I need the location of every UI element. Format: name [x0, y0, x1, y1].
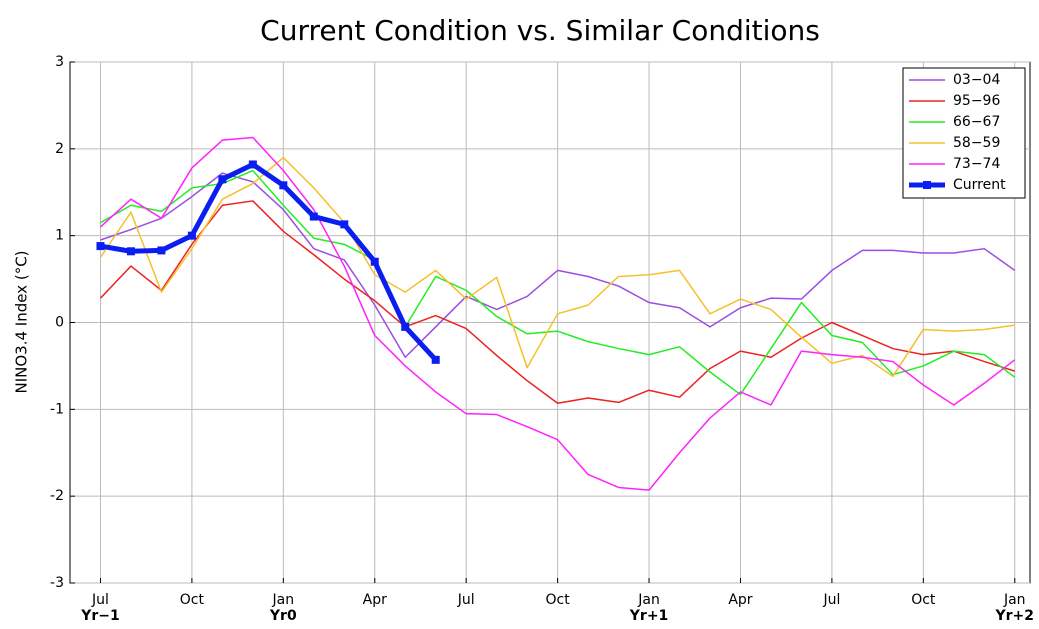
- chart-title: Current Condition vs. Similar Conditions: [260, 14, 820, 47]
- series-marker: [340, 220, 349, 229]
- x-tick-label: Jul: [457, 592, 475, 608]
- series-marker: [96, 242, 105, 251]
- series-marker: [187, 231, 196, 240]
- y-tick-label: 3: [55, 54, 64, 70]
- x-tick-label: Jan: [637, 592, 660, 608]
- legend-label: 03−04: [953, 72, 1000, 88]
- series-line: [99, 156, 1015, 378]
- y-tick-label: -3: [50, 575, 64, 591]
- series-marker: [279, 181, 288, 190]
- series-marker: [431, 355, 440, 364]
- legend-label: 73−74: [953, 156, 1000, 172]
- series-line: [100, 172, 1016, 358]
- series-line: [99, 136, 1016, 491]
- x-year-label: Yr+2: [995, 608, 1035, 624]
- legend-label: Current: [953, 177, 1006, 193]
- y-tick-label: 1: [55, 228, 64, 244]
- series-line: [99, 200, 1015, 405]
- x-tick-label: Apr: [363, 592, 387, 608]
- x-tick-label: Jul: [822, 592, 840, 608]
- legend-label: 95−96: [953, 93, 1000, 109]
- y-axis-label: NINO3.4 Index (°C): [13, 250, 31, 393]
- x-year-label: Yr+1: [629, 608, 669, 624]
- series-marker: [248, 160, 257, 169]
- x-tick-label: Oct: [546, 592, 571, 608]
- x-tick-label: Jul: [91, 592, 109, 608]
- x-tick-label: Jan: [1003, 592, 1026, 608]
- x-tick-label: Jan: [272, 592, 295, 608]
- y-tick-label: 2: [55, 141, 64, 157]
- x-tick-label: Oct: [911, 592, 936, 608]
- y-tick-label: 0: [55, 315, 64, 331]
- legend-label: 66−67: [953, 114, 1000, 130]
- series-line: [100, 169, 1016, 396]
- series-marker: [218, 175, 227, 184]
- series-marker: [401, 322, 410, 331]
- series-line: [100, 161, 438, 362]
- series-marker: [309, 212, 318, 221]
- y-tick-label: -1: [50, 401, 64, 417]
- x-year-label: Yr−1: [80, 608, 120, 624]
- legend-label: 58−59: [953, 135, 1000, 151]
- series-marker: [126, 247, 135, 256]
- series-marker: [157, 246, 166, 255]
- legend-marker: [923, 181, 931, 189]
- y-tick-label: -2: [50, 488, 64, 504]
- legend-box: [902, 67, 1026, 199]
- x-tick-label: Apr: [728, 592, 752, 608]
- series-marker: [370, 257, 379, 266]
- x-tick-label: Oct: [180, 592, 205, 608]
- x-year-label: Yr0: [269, 608, 297, 624]
